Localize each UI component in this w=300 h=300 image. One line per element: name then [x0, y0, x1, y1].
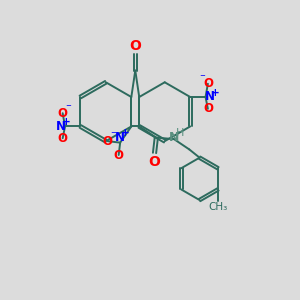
Text: CH₃: CH₃: [208, 202, 228, 212]
Text: O: O: [114, 148, 124, 161]
Text: ⁻: ⁻: [200, 74, 206, 83]
Text: N: N: [115, 131, 125, 144]
Text: O: O: [203, 102, 213, 115]
Text: O: O: [203, 77, 213, 90]
Text: N: N: [56, 120, 66, 133]
Text: +: +: [211, 88, 220, 98]
Text: ⁻: ⁻: [65, 103, 71, 113]
Text: N: N: [169, 131, 179, 144]
Text: ⁻: ⁻: [111, 130, 117, 140]
Text: N: N: [205, 91, 215, 103]
Text: +: +: [61, 117, 70, 127]
Text: O: O: [129, 39, 141, 53]
Text: O: O: [148, 155, 160, 169]
Text: +: +: [121, 128, 130, 138]
Text: H: H: [176, 128, 184, 138]
Text: O: O: [58, 132, 68, 145]
Text: O: O: [103, 135, 113, 148]
Text: O: O: [58, 107, 68, 120]
